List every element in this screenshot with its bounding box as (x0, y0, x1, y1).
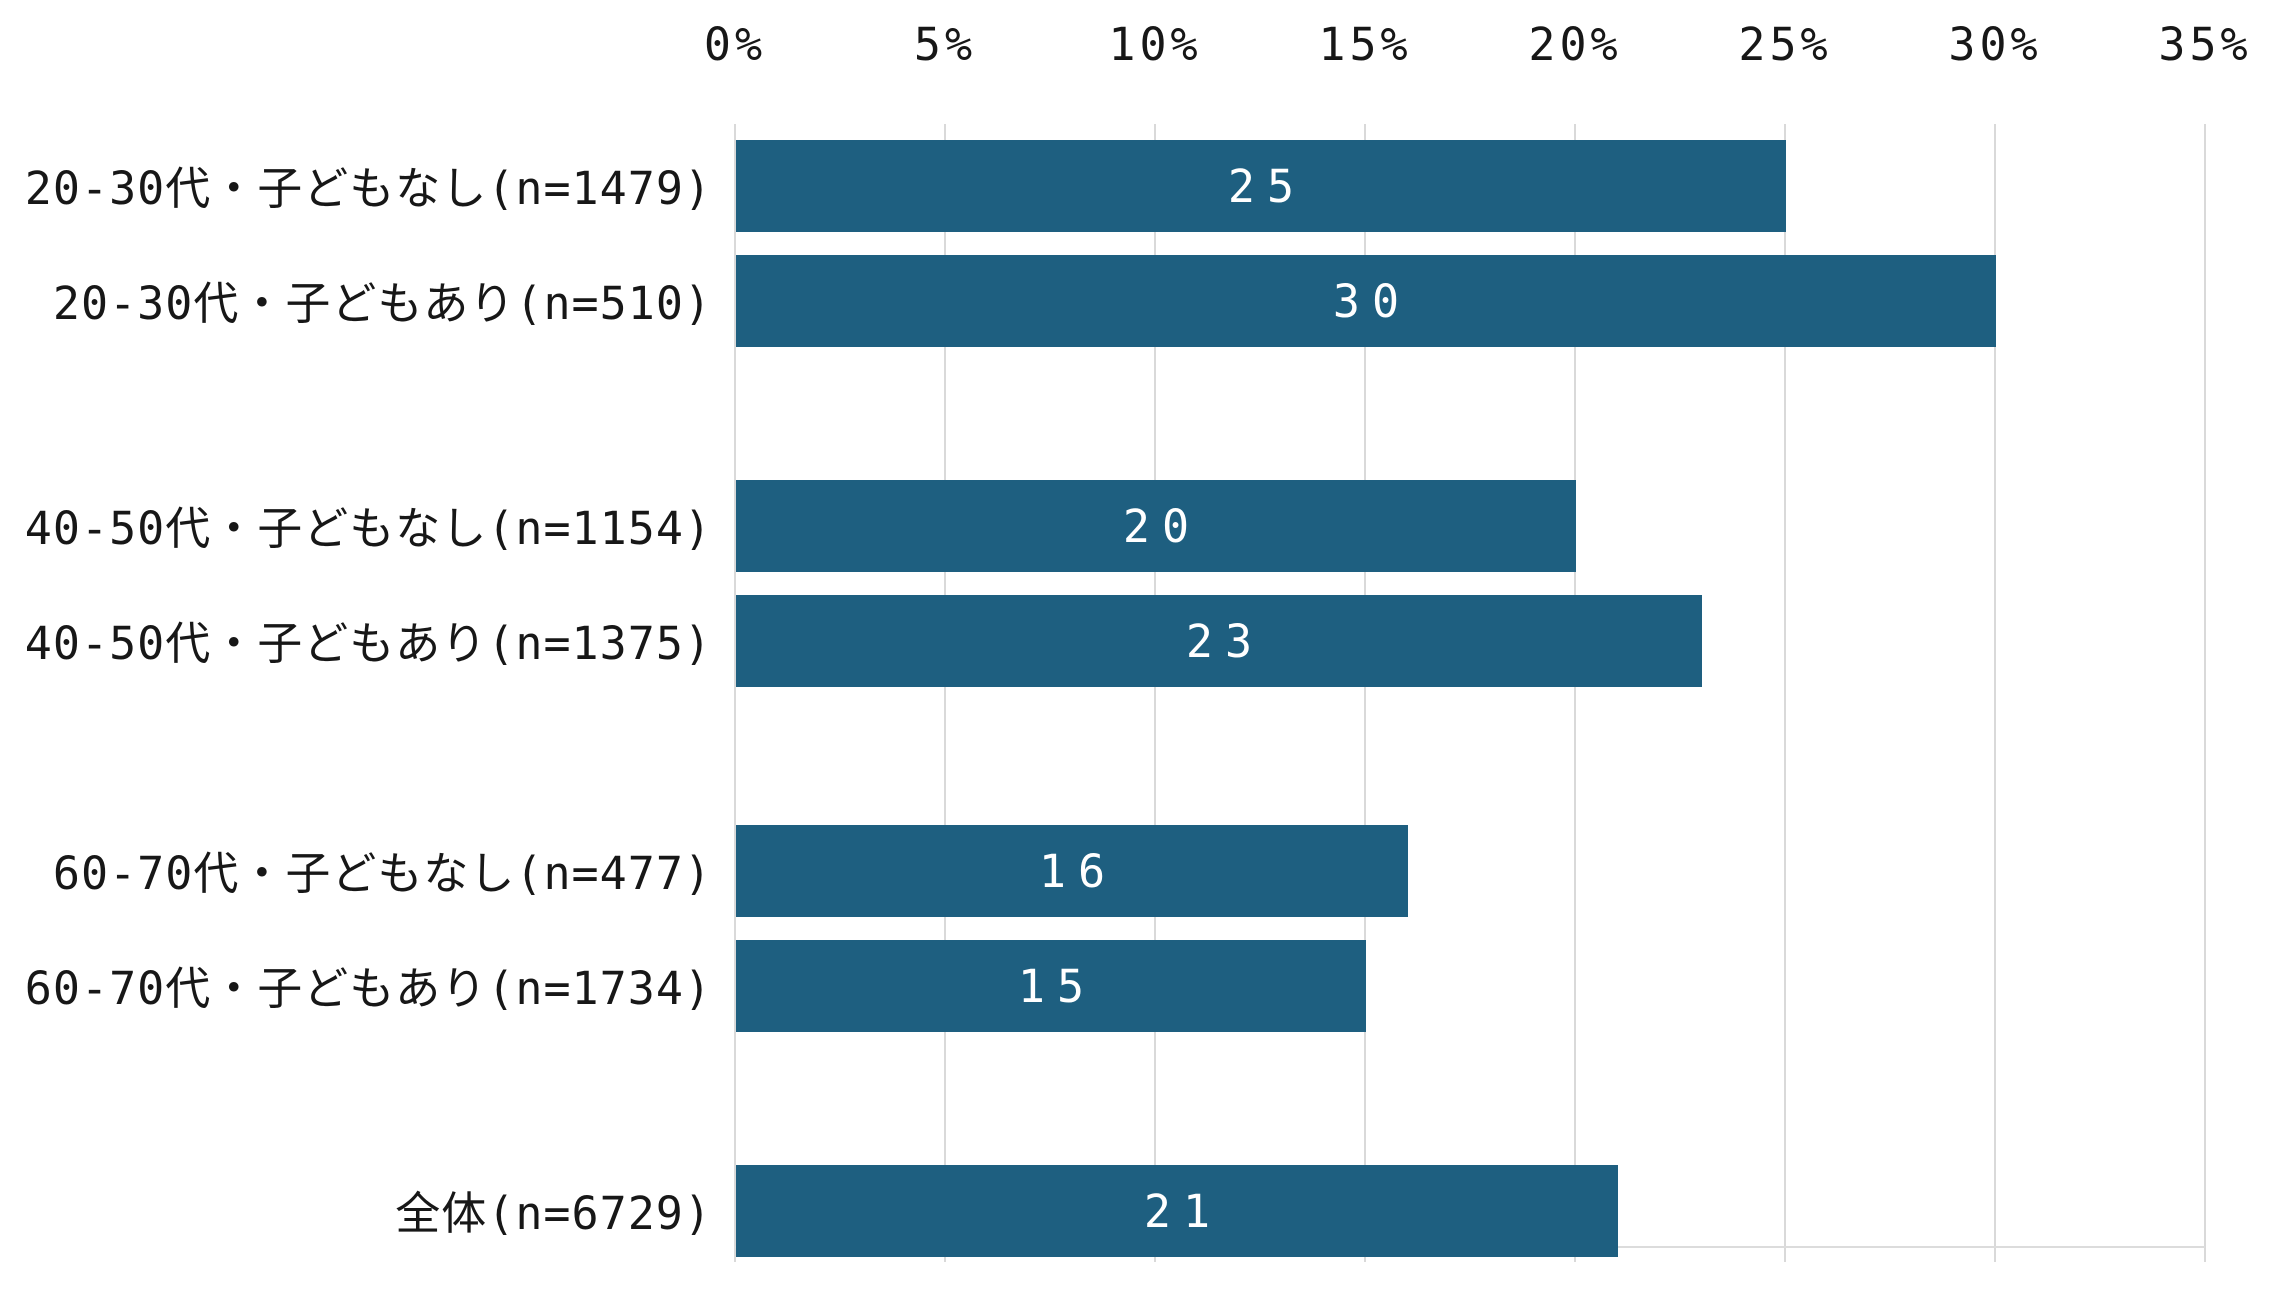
bar-value-label: 21 (1143, 1184, 1223, 1238)
gridline (1994, 124, 1996, 1262)
bar: 30 (736, 255, 1996, 347)
bar: 20 (736, 480, 1576, 572)
x-axis-tick-label: 30% (1948, 18, 2042, 71)
bar-value-label: 23 (1185, 614, 1265, 668)
bar-value-label: 16 (1038, 844, 1118, 898)
bar: 23 (736, 595, 1702, 687)
gridline (734, 124, 736, 1262)
x-axis-tick-label: 20% (1528, 18, 1622, 71)
x-axis-tick-label: 10% (1108, 18, 1202, 71)
category-label: 全体(n=6729) (395, 1187, 712, 1241)
gridline (1784, 124, 1786, 1262)
bar: 25 (736, 140, 1786, 232)
bar-value-label: 25 (1227, 159, 1307, 213)
bar: 15 (736, 940, 1366, 1032)
x-axis-tick-label: 5% (913, 18, 977, 71)
gridline (1154, 124, 1156, 1262)
gridline (1574, 124, 1576, 1262)
bar: 16 (736, 825, 1408, 917)
gridline (2204, 124, 2206, 1262)
x-axis-tick-label: 35% (2158, 18, 2252, 71)
category-label: 40-50代・子どもなし(n=1154) (24, 502, 712, 556)
gridline (1364, 124, 1366, 1262)
x-axis-tick-label: 0% (703, 18, 767, 71)
category-label: 60-70代・子どもなし(n=477) (52, 847, 712, 901)
category-label: 40-50代・子どもあり(n=1375) (24, 617, 712, 671)
category-label: 20-30代・子どもあり(n=510) (52, 277, 712, 331)
category-label: 60-70代・子どもあり(n=1734) (24, 962, 712, 1016)
bar: 21 (736, 1165, 1618, 1257)
category-label: 20-30代・子どもなし(n=1479) (24, 162, 712, 216)
bar-value-label: 15 (1017, 959, 1097, 1013)
bar-value-label: 20 (1122, 499, 1202, 553)
bar-value-label: 30 (1332, 274, 1412, 328)
gridline (944, 124, 946, 1262)
x-axis-tick-label: 25% (1738, 18, 1832, 71)
x-axis-tick-label: 15% (1318, 18, 1412, 71)
